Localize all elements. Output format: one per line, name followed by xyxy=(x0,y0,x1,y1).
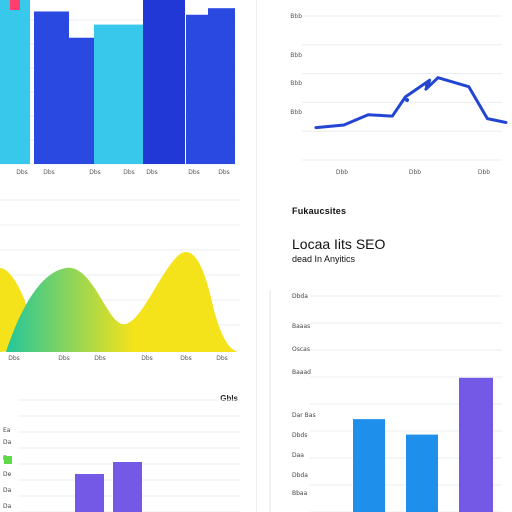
x-tick-label: Dbb xyxy=(478,169,490,176)
seo-analytics-card: Fukaucsites Locaa Iits SEO dead In Anyit… xyxy=(262,190,512,512)
y-tick-label: Da xyxy=(3,503,12,510)
y-tick-label: Daa xyxy=(292,452,304,459)
card-eyebrow: Fukaucsites xyxy=(292,206,347,216)
bar xyxy=(113,462,142,512)
x-tick-label: Dbb xyxy=(336,169,348,176)
y-tick-label: Ea xyxy=(3,427,11,434)
bar xyxy=(353,419,385,512)
x-tick-label: Dbs xyxy=(180,355,192,362)
y-tick-label: Bbb xyxy=(290,109,302,116)
y-tick-label: Bbaa xyxy=(292,490,308,497)
y-tick-label: Da xyxy=(3,487,12,494)
middle-left-area-chart: Dbs Dbs Dbs Dbs Dbs Dbs xyxy=(0,190,250,390)
x-tick-label: Dbs xyxy=(43,169,55,176)
bar xyxy=(0,0,30,164)
series-line xyxy=(314,76,508,130)
y-tick-label: Baaas xyxy=(292,323,310,330)
data-point xyxy=(425,84,429,88)
bar xyxy=(208,8,235,165)
bar xyxy=(143,0,185,164)
y-tick-label: Da xyxy=(3,439,12,446)
top-left-bar-chart-svg: Dbs Dbs Dbs Dbs Dbs Dbs Dbs xyxy=(0,0,236,176)
bottom-left-bar-chart: Gbls EaDaDaDeDaDa xyxy=(0,380,250,512)
data-point xyxy=(405,98,409,102)
x-tick-label: Dbs xyxy=(218,169,230,176)
y-tick-label: Oscas xyxy=(292,346,310,353)
x-tick-label: Dbs xyxy=(94,355,106,362)
top-left-bar-chart: Dbs Dbs Dbs Dbs Dbs Dbs Dbs xyxy=(0,0,250,190)
bottom-left-chart-label: Gbls xyxy=(220,394,238,403)
y-tick-label: De xyxy=(3,471,12,478)
y-tick-label: Bbb xyxy=(290,80,302,87)
x-tick-label: Dbs xyxy=(141,355,153,362)
vertical-divider xyxy=(256,0,257,512)
bar xyxy=(406,434,438,512)
bar xyxy=(186,14,208,165)
top-right-line-chart: Bbb Bbb Bbb Bbb Dbb Dbb Dbb xyxy=(262,0,512,190)
y-tick-label: Bbb xyxy=(290,13,302,20)
bottom-left-bar-chart-svg: EaDaDaDeDaDa xyxy=(3,399,240,512)
y-tick-label: Baaad xyxy=(292,369,311,376)
bar xyxy=(75,474,104,512)
top-right-line-chart-svg: Bbb Bbb Bbb Bbb Dbb Dbb Dbb xyxy=(290,13,508,176)
x-tick-label: Dbs xyxy=(188,169,200,176)
bar xyxy=(34,11,69,165)
x-tick-label: Dbs xyxy=(8,355,20,362)
middle-left-area-chart-svg: Dbs Dbs Dbs Dbs Dbs Dbs xyxy=(0,199,240,362)
y-tick-label: Dar Bas xyxy=(292,412,316,419)
y-tick-label: Dbda xyxy=(292,472,308,479)
area-series xyxy=(6,252,238,352)
seo-bar-chart-svg: Dbda Baaas Oscas Baaad Dar Bas Dbds Daa Dbda Bba… xyxy=(269,290,502,512)
card-title: Locaa Iits SEO xyxy=(292,236,386,252)
x-tick-label: Dbs xyxy=(58,355,70,362)
legend-swatch xyxy=(10,0,20,10)
y-tick-label: Dbds xyxy=(292,432,307,439)
bar xyxy=(94,24,143,164)
x-tick-label: Dbs xyxy=(89,169,101,176)
x-tick-label: Dbs xyxy=(146,169,158,176)
bar xyxy=(459,377,493,512)
x-tick-label: Dbb xyxy=(409,169,421,176)
x-tick-label: Dbs xyxy=(216,355,228,362)
y-tick-label: Dbda xyxy=(292,293,308,300)
y-tick-label: Bbb xyxy=(290,52,302,59)
bar xyxy=(68,37,94,164)
legend-swatch xyxy=(4,456,12,464)
x-tick-label: Dbs xyxy=(16,169,28,176)
card-subtitle: dead In Anyitics xyxy=(292,254,356,264)
x-tick-label: Dbs xyxy=(123,169,135,176)
